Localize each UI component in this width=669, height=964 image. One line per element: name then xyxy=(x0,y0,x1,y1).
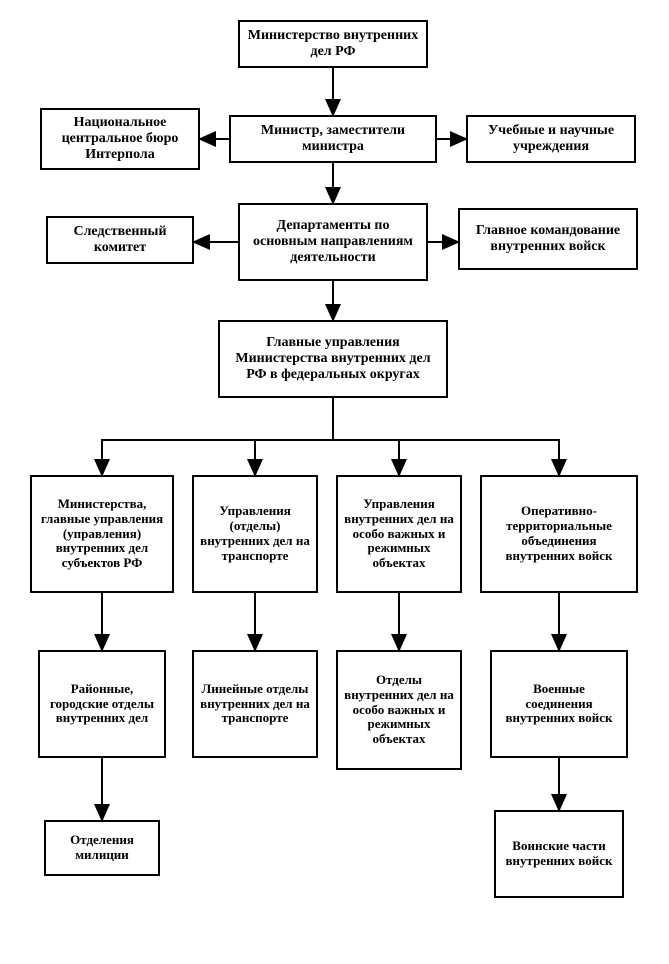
node-text: Министерства, главные управ­ления (управ… xyxy=(38,497,166,572)
node-federal-districts: Главные управления Министерства внутренн… xyxy=(218,320,448,398)
node-text: Линейные отделы внутренних дел на трансп… xyxy=(200,682,310,727)
node-troop-formations: Военные соединения внутренних войск xyxy=(490,650,628,758)
node-subject-ministries: Министерства, главные управ­ления (управ… xyxy=(30,475,174,593)
node-text: Национальное центральное бюро Интерпола xyxy=(48,115,192,163)
node-text: Учебные и научные учреждения xyxy=(474,123,628,155)
node-transport-dept: Управления (отделы) внутренних дел на тр… xyxy=(192,475,318,593)
node-text: Военные соединения внутренних войск xyxy=(498,682,620,727)
node-investigative: Следственный комитет xyxy=(46,216,194,264)
node-text: Департаменты по основным направлениям де… xyxy=(246,218,420,266)
node-district-dept: Районные, городские отделы внутренних де… xyxy=(38,650,166,758)
node-internal-troops-hq: Главное командование внутренних войск xyxy=(458,208,638,270)
node-militia-divisions: Отделения милиции xyxy=(44,820,160,876)
node-text: Главное командование внутренних войск xyxy=(466,223,630,255)
node-special-objects: Управления внутренних дел на особо важны… xyxy=(336,475,462,593)
node-ministry: Министерство внутренних дел РФ xyxy=(238,20,428,68)
node-text: Следственный комитет xyxy=(54,224,186,256)
node-text: Управления (отделы) внутренних дел на тр… xyxy=(200,504,310,564)
node-text: Министерство внутренних дел РФ xyxy=(246,28,420,60)
node-departments: Департаменты по основным направлениям де… xyxy=(238,203,428,281)
node-text: Главные управления Министерства внутренн… xyxy=(226,335,440,383)
node-text: Оперативно-территориальные объединения в… xyxy=(488,504,630,564)
node-text: Отделения милиции xyxy=(52,833,152,863)
node-text: Районные, городские отделы внутренних де… xyxy=(46,682,158,727)
node-text: Министр, заместители министра xyxy=(237,123,429,155)
node-minister: Министр, заместители министра xyxy=(229,115,437,163)
node-education: Учебные и научные учреждения xyxy=(466,115,636,163)
node-interpol: Национальное центральное бюро Интерпола xyxy=(40,108,200,170)
node-troop-units: Воинские части внутренних войск xyxy=(494,810,624,898)
node-special-subdept: Отделы внутренних дел на особо важных и … xyxy=(336,650,462,770)
node-text: Отделы внутренних дел на особо важных и … xyxy=(344,673,454,748)
node-text: Управления внутренних дел на особо важны… xyxy=(344,497,454,572)
node-text: Воинские части внутренних войск xyxy=(502,839,616,869)
node-linear-transport: Линейные отделы внутренних дел на трансп… xyxy=(192,650,318,758)
node-troop-operations: Оперативно-территориальные объединения в… xyxy=(480,475,638,593)
